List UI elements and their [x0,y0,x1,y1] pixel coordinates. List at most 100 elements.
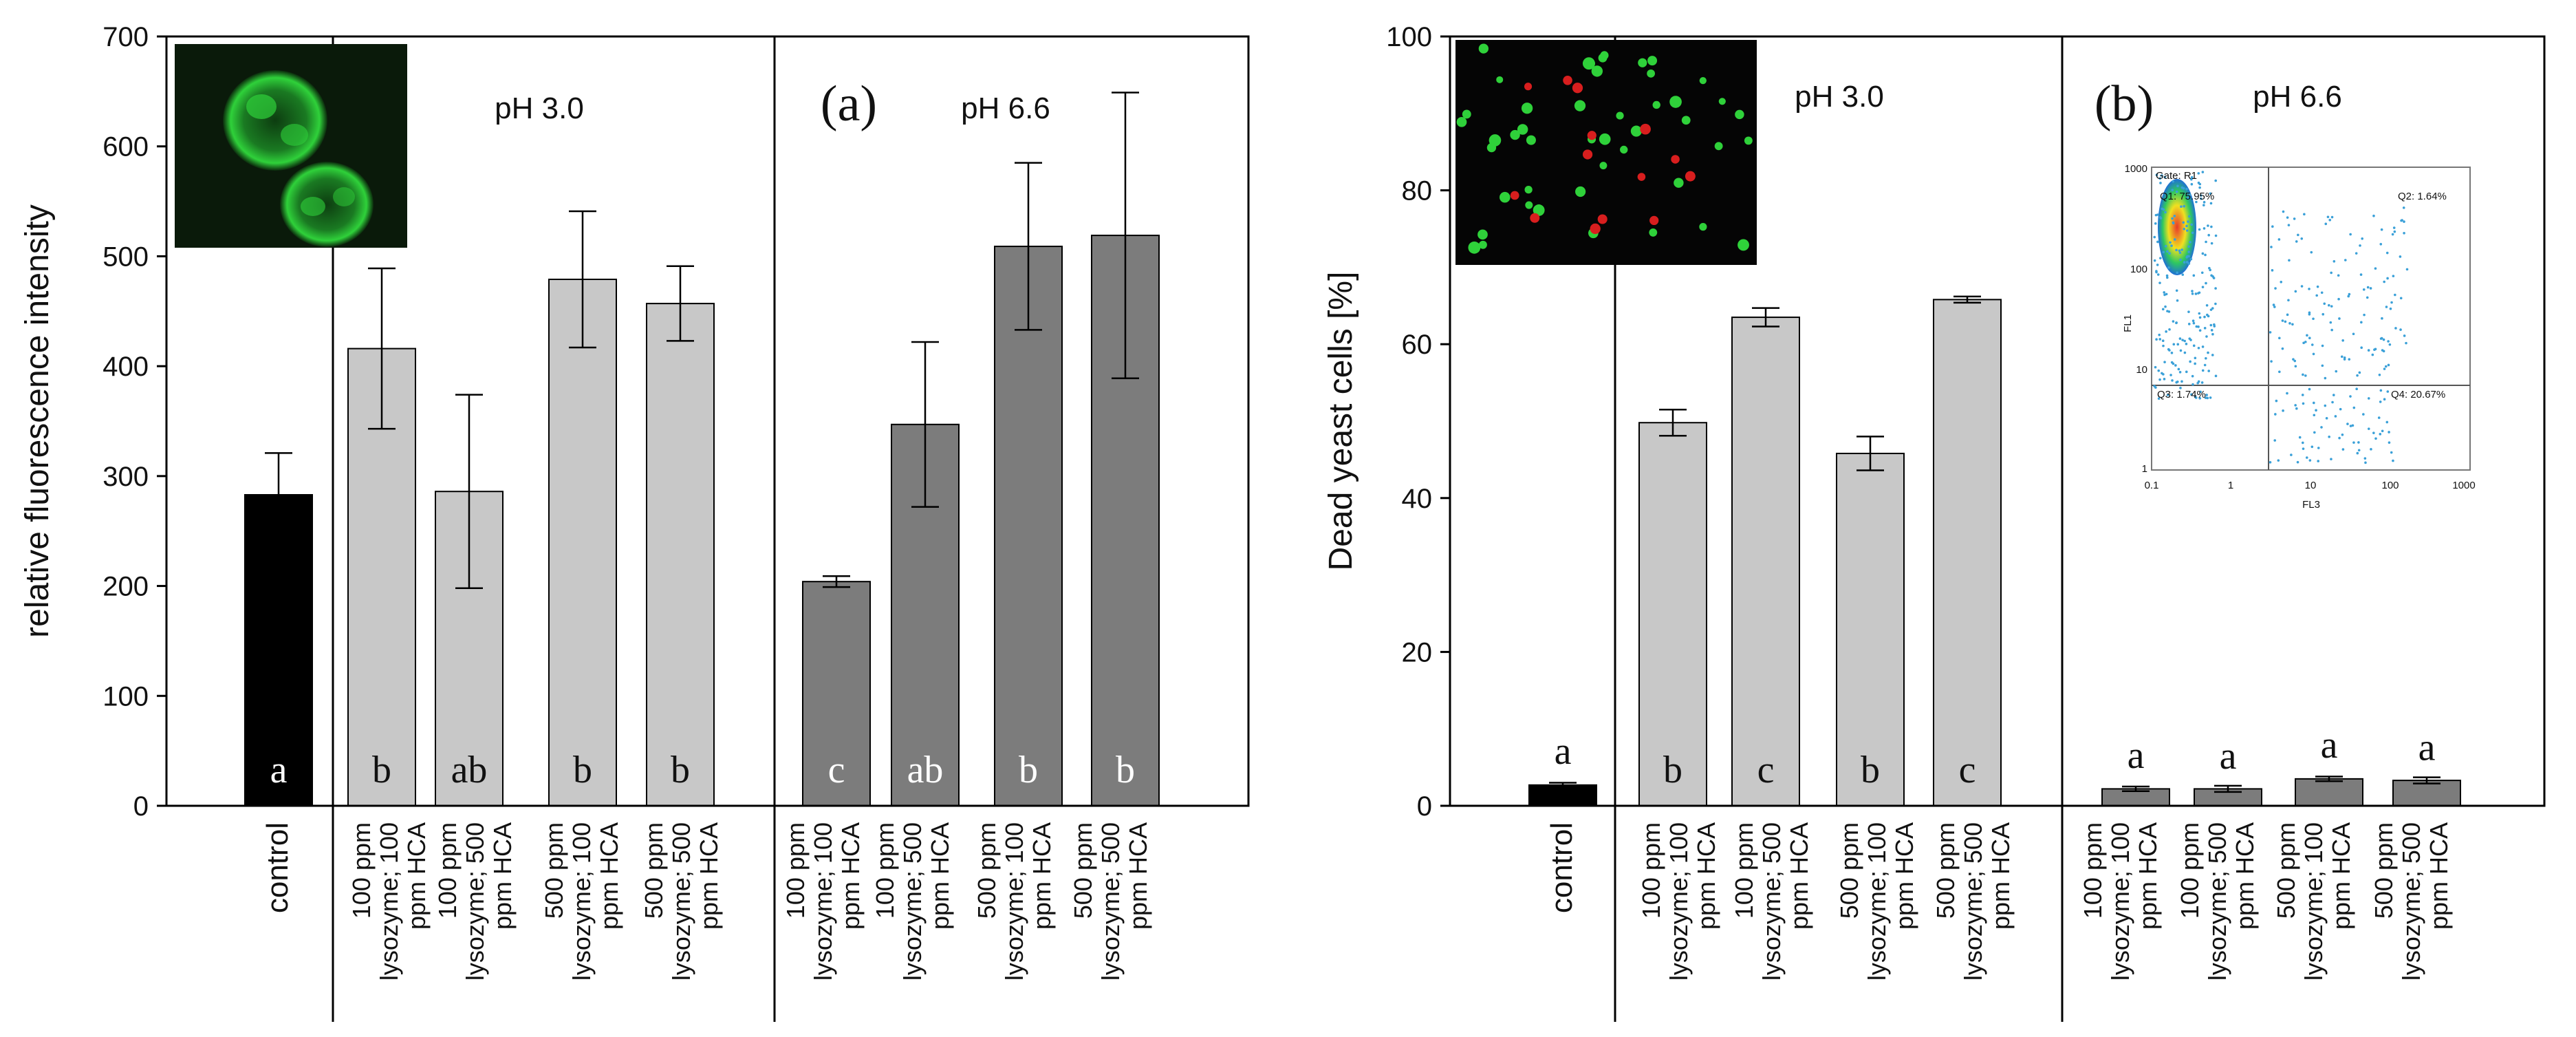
live-cell-dot [1630,125,1642,137]
flow-dot [2361,237,2364,240]
significance-letter: c [1959,749,1976,791]
flow-dot [2308,387,2311,391]
flow-dot [2330,458,2333,461]
flow-dot [2308,336,2311,340]
category-label-line: ppm HCA [2327,822,2355,930]
flow-dot [2158,177,2161,180]
live-cell-dot [1718,98,1726,105]
live-cell-dot [1525,201,1533,209]
flow-dot [2174,364,2177,367]
flow-dot [2394,293,2396,297]
flow-dot [2320,291,2324,295]
flow-dot [2192,274,2196,277]
flow-dot [2187,255,2190,258]
flow-dot [2208,266,2211,270]
flow-dot [2334,415,2337,418]
flow-dot [2367,349,2370,352]
significance-letter: a [2418,727,2436,769]
flow-dot [2213,325,2216,328]
flow-dot [2305,456,2308,459]
category-label-line: lysozyme; 100 [567,822,596,981]
flow-dot [2164,305,2167,308]
flow-dot [2390,301,2393,304]
flow-dot [2313,401,2315,405]
flow-dot [2339,407,2342,411]
flow-dot [2317,460,2319,462]
category-label: control [261,822,294,913]
category-label: 500 ppm lysozyme; 100 ppm HCA [540,822,623,981]
flow-dot [2201,171,2205,173]
flow-dot [2367,397,2370,400]
flow-dot [2349,233,2352,236]
flow-dot [2383,398,2386,401]
panel-a-y-axis-ticks: 0 100 200 300 400 500 600 700 [102,22,166,822]
significance-letter: ab [907,749,944,791]
category-label-line: 100 ppm [1637,822,1665,919]
flow-dot [2330,271,2333,275]
y-tick-label: 100 [102,681,149,712]
category-label: 100 ppm lysozyme; 100 ppm HCA [347,822,431,981]
y-tick-label: 700 [102,22,149,52]
flow-dot [2379,400,2382,403]
category-label-line: ppm HCA [488,822,517,930]
flow-dot [2199,194,2202,197]
flow-dot [2357,449,2361,452]
flow-dot [2203,315,2206,319]
panel-a-significance-letters: a b ab b b c ab b b [270,749,1135,791]
flow-dot [2214,234,2218,237]
flow-dot [2178,251,2182,255]
significance-letter: a [270,749,288,791]
flow-dot [2214,302,2217,306]
flow-dot [2302,341,2305,345]
flow-dot [2176,271,2178,275]
live-cell-dot [1582,57,1595,70]
dead-cell-dot [1572,83,1583,94]
category-label-line: 500 ppm [540,822,568,919]
flow-dot [2374,437,2377,440]
flow-dot [2169,241,2172,244]
flow-dot [2312,317,2315,321]
flow-dot [2154,365,2157,369]
live-cell-dot [1620,145,1628,154]
flow-dot [2333,259,2336,263]
flow-dot [2161,174,2163,177]
flow-dot [2381,429,2384,433]
flow-dot [2165,274,2169,277]
flow-dot [2199,390,2202,394]
category-label-line: ppm HCA [1028,822,1056,930]
live-cell-dot [1649,228,1658,237]
significance-letter: ab [451,749,488,791]
flow-dot [2341,339,2344,342]
flow-dot [2323,302,2326,306]
category-label: 100 ppm lysozyme; 100 ppm HCA [781,822,865,981]
category-label-line: lysozyme; 100 [1863,822,1891,981]
category-label-line: ppm HCA [1124,822,1152,930]
bar [646,303,715,806]
flow-dot [2185,256,2188,259]
flow-dot [2292,358,2295,361]
flow-dot [2355,387,2358,390]
category-label-line: ppm HCA [2425,822,2453,930]
flow-dot [2181,339,2184,341]
live-cell-dot [1524,186,1533,194]
panel-a-condition-ph66: pH 6.6 [961,92,1050,125]
flow-dot [2167,266,2170,269]
flow-dot [2282,210,2285,213]
flow-dot [2269,331,2272,334]
flow-dot [2358,371,2361,374]
flow-dot [2188,337,2191,340]
flow-ytick-2: 10 [2136,364,2147,376]
flow-dot [2183,204,2186,208]
flow-dot [2294,365,2297,368]
category-label-line: lysozyme; 500 [667,822,695,981]
flow-xtick-4: 1000 [2452,480,2475,491]
live-cell-dot [1533,204,1545,216]
category-label-line: lysozyme; 500 [1096,822,1125,981]
flow-dot [2302,447,2305,450]
live-cell-dot [1714,142,1723,151]
flow-dot [2382,350,2385,353]
flow-dot [2179,258,2182,261]
flow-dot [2391,233,2394,236]
category-label-line: lysozyme; 500 [898,822,927,981]
flow-dot [2340,355,2344,359]
